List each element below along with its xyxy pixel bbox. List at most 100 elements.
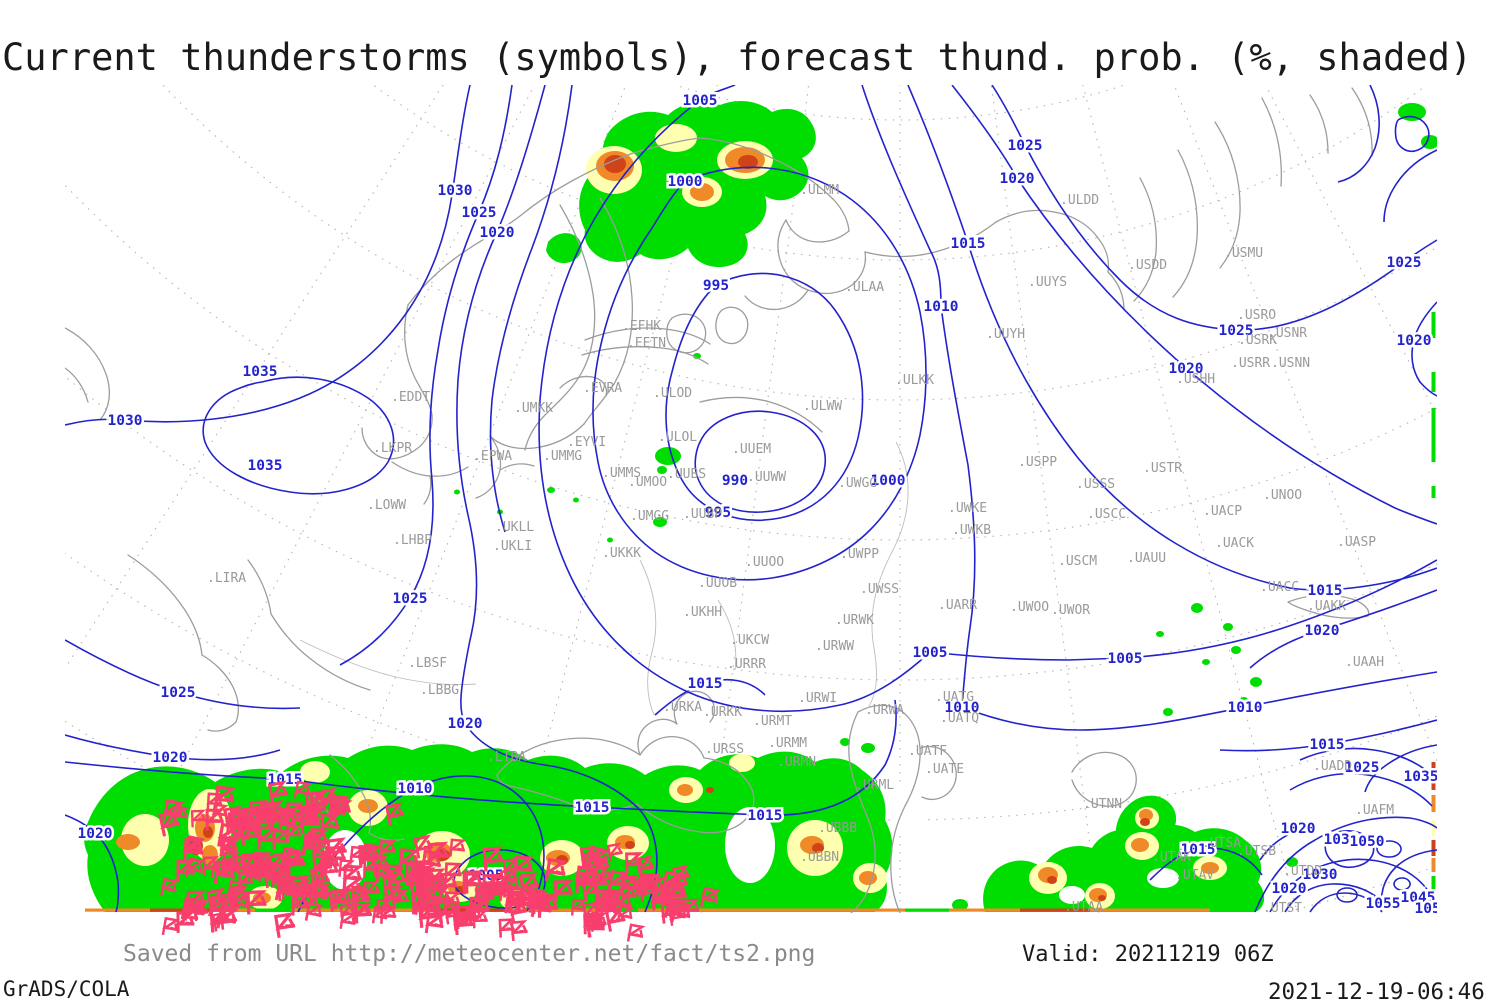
svg-text:.USHH: .USHH: [1176, 372, 1215, 387]
svg-text:.UATQ: .UATQ: [940, 711, 979, 726]
svg-text:1020: 1020: [1281, 821, 1316, 837]
svg-text:.USCM: .USCM: [1058, 554, 1097, 569]
svg-text:1015: 1015: [575, 800, 610, 816]
svg-text:.UACP: .UACP: [1203, 504, 1242, 519]
svg-text:1005: 1005: [913, 645, 948, 661]
svg-text:.UWKB: .UWKB: [952, 523, 991, 538]
svg-text:.UMMG: .UMMG: [543, 449, 582, 464]
svg-text:.UKKK: .UKKK: [602, 546, 641, 561]
svg-text:.UACK: .UACK: [1215, 536, 1254, 551]
svg-text:.UUBS: .UUBS: [667, 467, 706, 482]
svg-text:1020: 1020: [1397, 333, 1432, 349]
svg-text:.USSS: .USSS: [1076, 477, 1115, 492]
svg-text:.UWPP: .UWPP: [840, 547, 879, 562]
svg-text:.UMGG: .UMGG: [630, 509, 669, 524]
svg-text:1010: 1010: [1228, 700, 1263, 716]
svg-text:1025: 1025: [1219, 323, 1254, 339]
svg-text:1020: 1020: [1272, 881, 1307, 897]
rivers: [299, 441, 909, 716]
svg-text:.USTR: .USTR: [1143, 461, 1182, 476]
svg-text:.UAUU: .UAUU: [1127, 551, 1166, 566]
svg-text:.UKHH: .UKHH: [683, 605, 722, 620]
svg-text:1015: 1015: [1310, 737, 1345, 753]
svg-text:1025: 1025: [161, 685, 196, 701]
svg-text:.LOWW: .LOWW: [367, 498, 406, 513]
svg-text:1015: 1015: [1308, 583, 1343, 599]
svg-text:.UTDD: .UTDD: [1283, 864, 1322, 879]
svg-text:1020: 1020: [1000, 171, 1035, 187]
svg-text:1020: 1020: [1169, 361, 1204, 377]
svg-text:.USRR: .USRR: [1231, 356, 1270, 371]
svg-text:1050: 1050: [1350, 834, 1385, 850]
svg-text:.ULDD: .ULDD: [1060, 193, 1099, 208]
svg-text:1055: 1055: [1366, 896, 1401, 912]
svg-text:1000: 1000: [668, 174, 703, 190]
svg-text:.UADD: .UADD: [1313, 759, 1352, 774]
svg-text:.LBBG: .LBBG: [420, 683, 459, 698]
svg-text:1035: 1035: [1404, 769, 1439, 785]
svg-text:995: 995: [705, 505, 731, 521]
svg-text:1035: 1035: [248, 458, 283, 474]
svg-text:.LHBP: .LHBP: [393, 533, 432, 548]
svg-text:.UUEM: .UUEM: [732, 442, 771, 457]
thunderstorm-symbols: [158, 780, 721, 942]
svg-text:.ULWW: .ULWW: [803, 399, 842, 414]
source-url-caption: Saved from URL http://meteocenter.net/fa…: [123, 941, 816, 967]
svg-text:.UTAA: .UTAA: [1064, 900, 1103, 915]
svg-text:.UMMS: .UMMS: [602, 466, 641, 481]
svg-text:.EDDT: .EDDT: [391, 390, 430, 405]
svg-text:.UWOO: .UWOO: [1010, 600, 1049, 615]
svg-text:1035: 1035: [243, 364, 278, 380]
svg-text:.ULOD: .ULOD: [653, 386, 692, 401]
svg-text:.URWW: .URWW: [815, 639, 854, 654]
svg-text:1025: 1025: [1345, 760, 1380, 776]
svg-text:.EVRA: .EVRA: [583, 381, 622, 396]
svg-text:1005: 1005: [1108, 651, 1143, 667]
svg-text:.UUWW: .UUWW: [747, 470, 786, 485]
svg-text:1030: 1030: [1324, 832, 1359, 848]
svg-text:.UUOO: .UUOO: [745, 555, 784, 570]
svg-text:.UAAH: .UAAH: [1345, 655, 1384, 670]
svg-text:.UAFM: .UAFM: [1355, 803, 1394, 818]
svg-text:.USDD: .USDD: [1128, 258, 1167, 273]
svg-text:.UWSS: .UWSS: [860, 582, 899, 597]
svg-text:1005: 1005: [683, 93, 718, 109]
svg-text:1030: 1030: [438, 183, 473, 199]
svg-text:1025: 1025: [462, 205, 497, 221]
svg-text:.URMN: .URMN: [777, 755, 816, 770]
pressure-contours: [65, 85, 1437, 913]
svg-text:.UATE: .UATE: [925, 762, 964, 777]
chart-title: Current thunderstorms (symbols), forecas…: [2, 36, 1473, 79]
svg-text:1015: 1015: [951, 236, 986, 252]
svg-text:.UKLL: .UKLL: [495, 520, 534, 535]
svg-text:.UKLI: .UKLI: [493, 539, 532, 554]
svg-text:.UUOB: .UUOB: [698, 576, 737, 591]
svg-text:1020: 1020: [480, 225, 515, 241]
svg-text:.ULMM: .ULMM: [800, 183, 839, 198]
svg-text:.URRR: .URRR: [727, 657, 766, 672]
svg-text:.URWI: .URWI: [798, 691, 837, 706]
svg-text:1000: 1000: [871, 473, 906, 489]
svg-text:1015: 1015: [748, 808, 783, 824]
svg-text:.UWGG: .UWGG: [838, 476, 877, 491]
svg-text:.EPWA: .EPWA: [473, 449, 512, 464]
svg-text:.ULAA: .ULAA: [845, 280, 884, 295]
svg-text:.ULKK: .ULKK: [895, 373, 934, 388]
svg-text:.UTNN: .UTNN: [1083, 797, 1122, 812]
svg-text:1020: 1020: [153, 750, 188, 766]
svg-text:.UARR: .UARR: [938, 598, 977, 613]
svg-text:.USRK: .USRK: [1238, 333, 1277, 348]
svg-text:.URWK: .URWK: [835, 613, 874, 628]
svg-text:1010: 1010: [945, 700, 980, 716]
svg-text:.UATF: .UATF: [908, 744, 947, 759]
svg-text:.USNN: .USNN: [1271, 356, 1310, 371]
svg-text:.URKA: .URKA: [663, 700, 702, 715]
svg-text:.UUYS: .UUYS: [1028, 275, 1067, 290]
svg-text:.USNR: .USNR: [1268, 326, 1307, 341]
svg-text:995: 995: [703, 278, 729, 294]
svg-text:.UTSA: .UTSA: [1202, 836, 1241, 851]
svg-text:.LKPR: .LKPR: [373, 441, 412, 456]
